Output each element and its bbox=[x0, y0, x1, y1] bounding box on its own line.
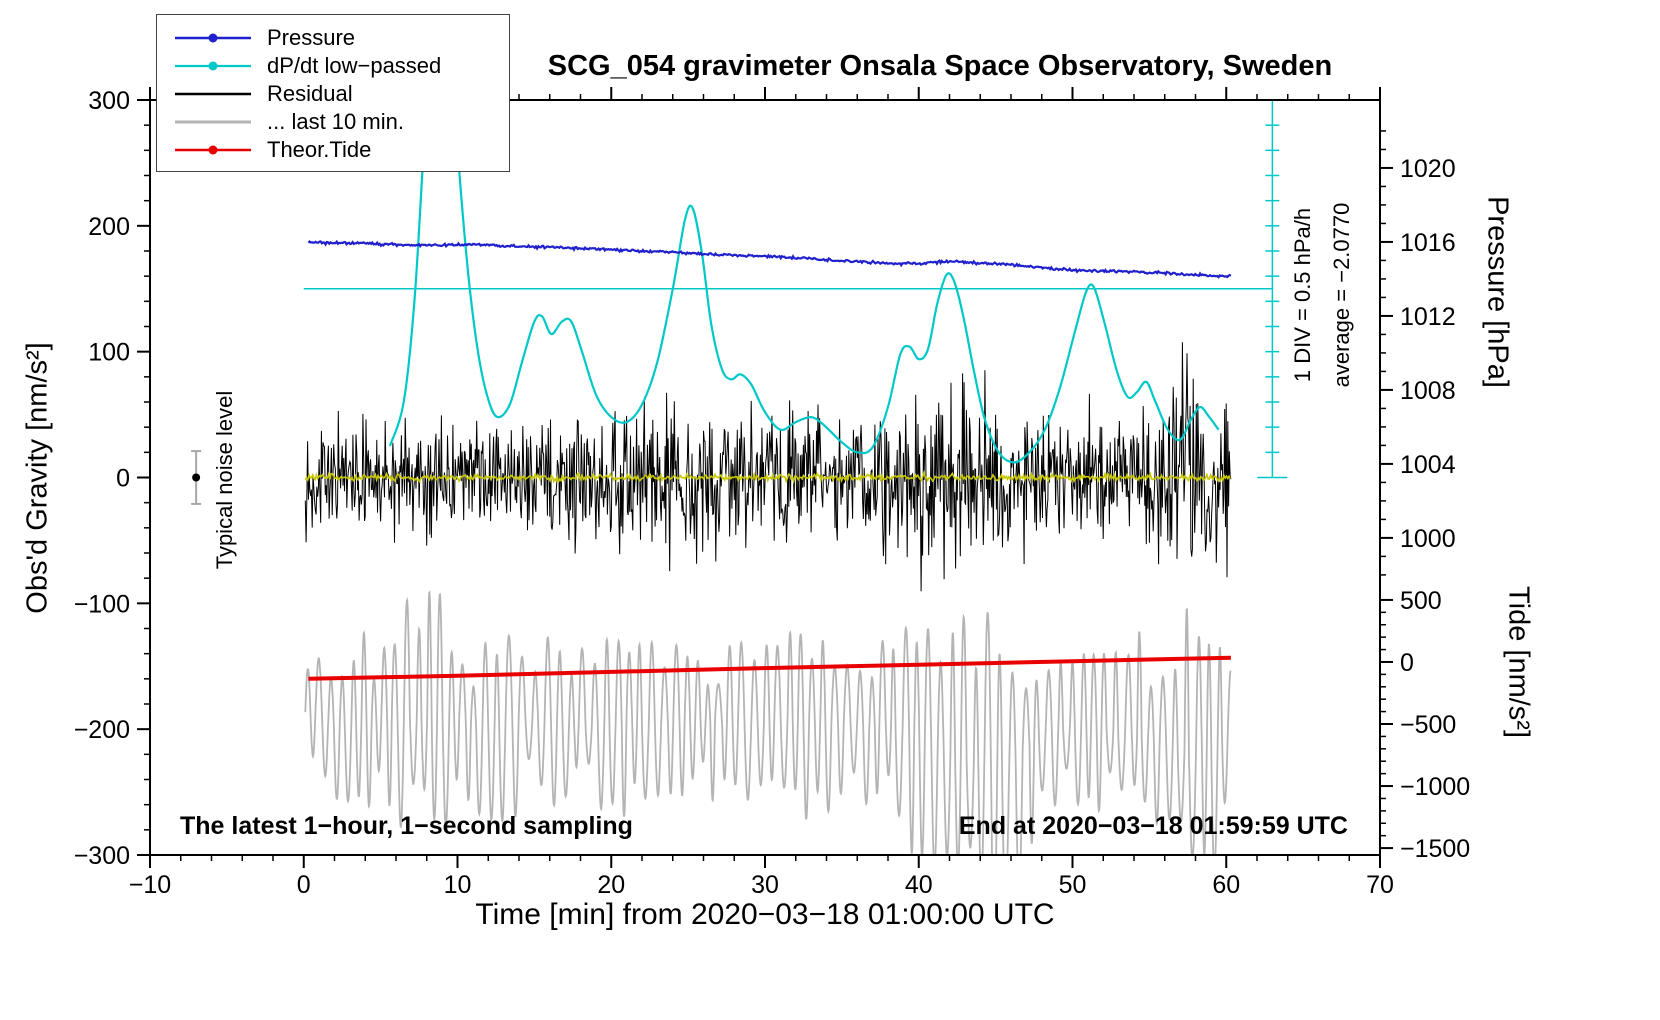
y-axis-label-gravity: Obs'd Gravity [nm/s²] bbox=[21, 342, 54, 614]
y-axis-tide: 500 0 −500 −1000 −1500 bbox=[1380, 587, 1470, 863]
x-axis: −10 0 10 20 30 40 50 60 70 bbox=[129, 87, 1394, 899]
legend-sample-dpdt bbox=[173, 57, 253, 75]
x-tick-label: 0 bbox=[297, 871, 311, 899]
tide-tick-label: −1000 bbox=[1400, 773, 1470, 801]
legend-label-pressure: Pressure bbox=[267, 25, 356, 50]
tide-tick-label: −1500 bbox=[1400, 835, 1470, 863]
typical-noise-level-marker bbox=[191, 450, 202, 505]
gravity-tick-label: 100 bbox=[88, 339, 130, 367]
legend-sample-residual bbox=[173, 85, 253, 103]
x-axis-label: Time [min] from 2020−03−18 01:00:00 UTC bbox=[475, 898, 1055, 931]
x-tick-label: 40 bbox=[905, 871, 933, 899]
sampling-note: The latest 1−hour, 1−second sampling bbox=[180, 812, 633, 840]
pressure-tick-label: 1012 bbox=[1400, 303, 1456, 331]
legend-sample-tide bbox=[173, 141, 253, 159]
series-theor-tide bbox=[308, 655, 1231, 681]
y-axis-pressure: 1020 1016 1012 1008 1004 1000 bbox=[1380, 130, 1456, 576]
gravity-tick-label: −300 bbox=[74, 842, 130, 870]
x-tick-label: 10 bbox=[444, 871, 472, 899]
tide-tick-label: −500 bbox=[1400, 711, 1456, 739]
x-tick-label: 50 bbox=[1059, 871, 1087, 899]
pressure-tick-label: 1008 bbox=[1400, 377, 1456, 405]
y-axis-label-pressure: Pressure [hPa] bbox=[1481, 196, 1514, 388]
legend-label-last10: ... last 10 min. bbox=[267, 109, 404, 134]
series-residual-lowpass bbox=[304, 469, 1231, 485]
series-last-10-min bbox=[304, 589, 1232, 854]
gravity-tick-label: 300 bbox=[88, 87, 130, 115]
series-residual bbox=[304, 342, 1232, 592]
end-time-note: End at 2020−03−18 01:59:59 UTC bbox=[958, 812, 1348, 840]
legend-item-residual: Residual bbox=[157, 80, 509, 108]
dpdt-scale-bar bbox=[1257, 99, 1288, 479]
legend-label-residual: Residual bbox=[267, 81, 353, 106]
legend-item-last10: ... last 10 min. bbox=[157, 108, 509, 136]
legend-item-pressure: Pressure bbox=[157, 24, 509, 52]
series-layer bbox=[303, 101, 1273, 854]
tide-tick-label: 500 bbox=[1400, 587, 1442, 615]
chart-title: SCG_054 gravimeter Onsala Space Observat… bbox=[547, 50, 1333, 82]
gravity-tick-label: −200 bbox=[74, 716, 130, 744]
legend-sample-last10 bbox=[173, 113, 253, 131]
pressure-tick-label: 1004 bbox=[1400, 451, 1456, 479]
pressure-tick-label: 1000 bbox=[1400, 525, 1456, 553]
noise-level-annotation: Typical noise level bbox=[212, 390, 237, 570]
pressure-tick-label: 1016 bbox=[1400, 229, 1456, 257]
legend-label-dpdt: dP/dt low−passed bbox=[267, 53, 442, 78]
gravity-tick-label: 0 bbox=[116, 465, 130, 493]
y-axis-gravity: 300 200 100 0 −100 −200 −300 bbox=[74, 87, 150, 870]
gravity-tick-label: 200 bbox=[88, 213, 130, 241]
scale-div-annotation: 1 DIV = 0.5 hPa/h bbox=[1290, 207, 1315, 383]
x-tick-label: −10 bbox=[129, 871, 171, 899]
legend-sample-pressure bbox=[173, 29, 253, 47]
legend-item-dpdt: dP/dt low−passed bbox=[157, 52, 509, 80]
series-pressure bbox=[307, 239, 1232, 279]
x-tick-label: 70 bbox=[1366, 871, 1394, 899]
tide-tick-label: 0 bbox=[1400, 649, 1414, 677]
legend-label-tide: Theor.Tide bbox=[267, 137, 372, 162]
legend-item-tide: Theor.Tide bbox=[157, 136, 509, 164]
x-tick-label: 20 bbox=[597, 871, 625, 899]
average-annotation: average = −2.0770 bbox=[1329, 202, 1354, 388]
gravity-tick-label: −100 bbox=[74, 590, 130, 618]
series-dpdt-lowpass bbox=[388, 101, 1220, 464]
y-axis-label-tide: Tide [nm/s²] bbox=[1502, 585, 1535, 739]
x-tick-label: 60 bbox=[1212, 871, 1240, 899]
legend-box: Pressure dP/dt low−passed Residual ... last… bbox=[156, 14, 510, 172]
x-tick-label: 30 bbox=[751, 871, 779, 899]
pressure-tick-label: 1020 bbox=[1400, 155, 1456, 183]
